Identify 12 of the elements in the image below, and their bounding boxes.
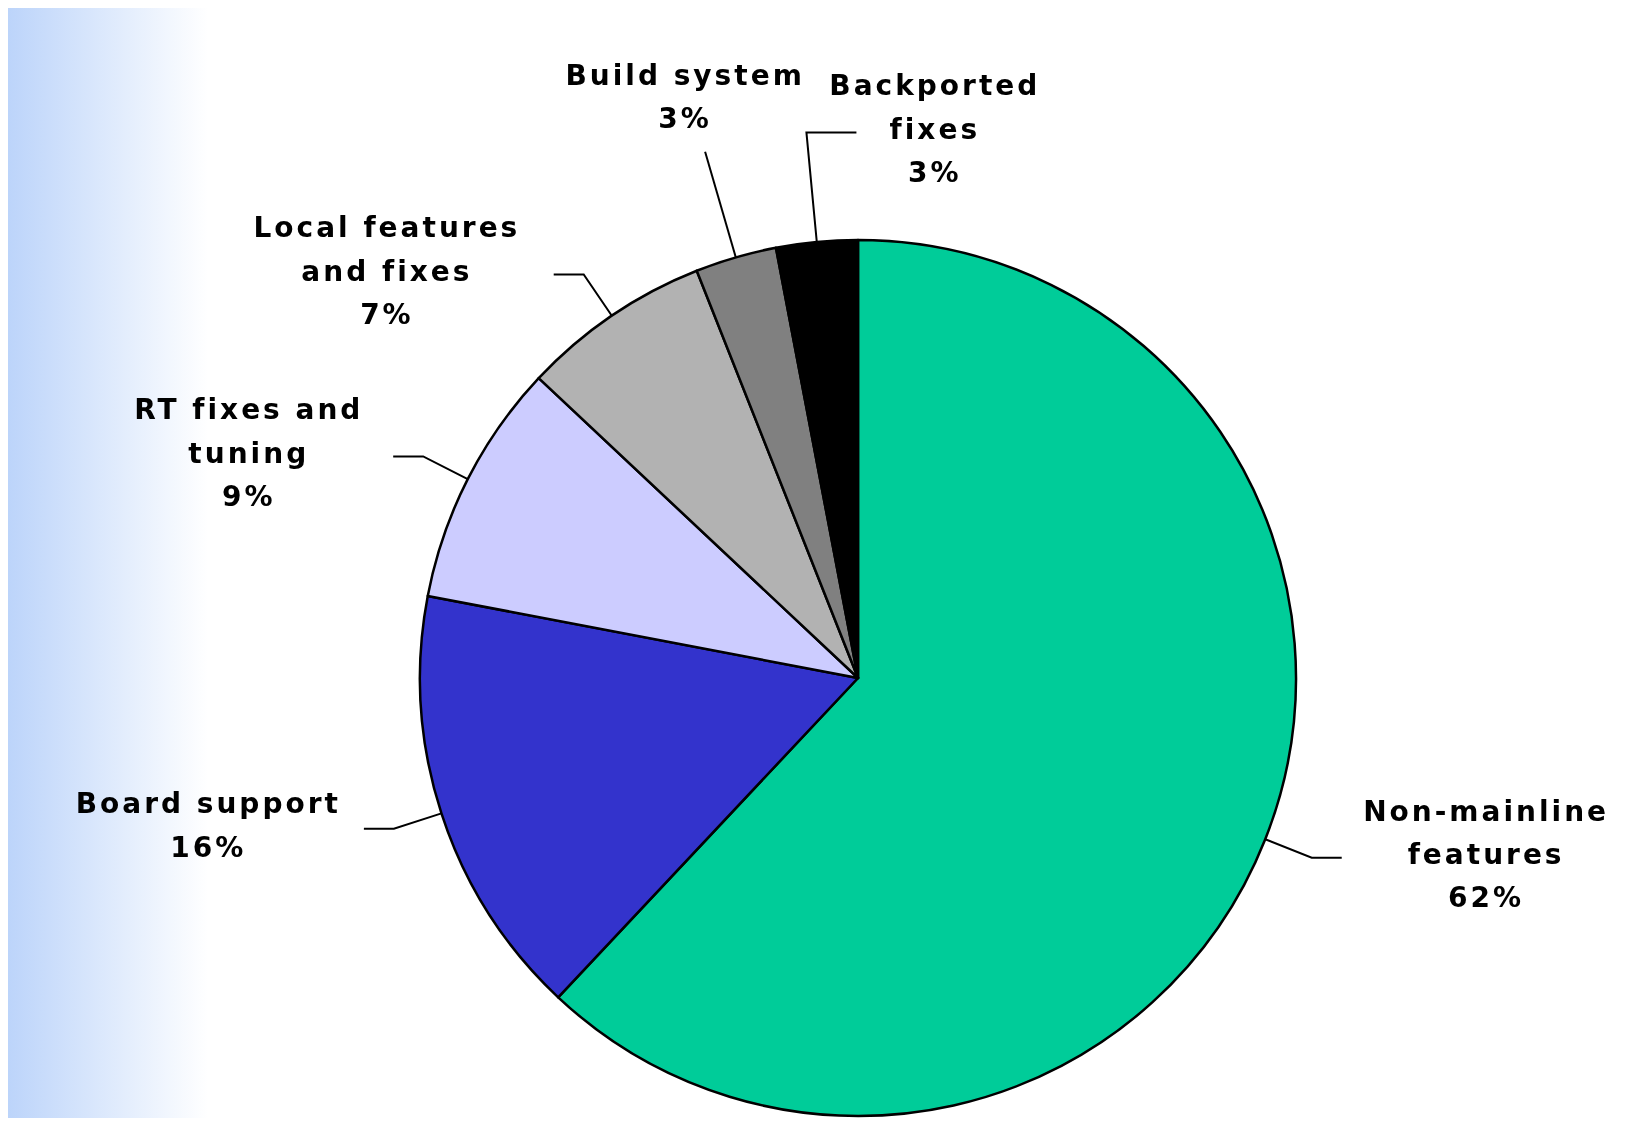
slice-label: Board support xyxy=(75,787,341,821)
data-label: 3% xyxy=(658,102,712,136)
data-label: 3% xyxy=(908,156,962,190)
slice-label: Non-mainline features xyxy=(1363,794,1610,871)
slice-label: Local features and fixes xyxy=(253,211,521,288)
data-label: 16% xyxy=(170,830,247,864)
data-label: 62% xyxy=(1448,881,1525,915)
slice-label: Backported fixes xyxy=(829,69,1041,146)
slice-label: RT fixes and tuning xyxy=(134,393,364,470)
data-label: 9% xyxy=(222,480,276,514)
slice-label: Build system xyxy=(565,58,805,92)
data-label: 7% xyxy=(360,298,414,332)
